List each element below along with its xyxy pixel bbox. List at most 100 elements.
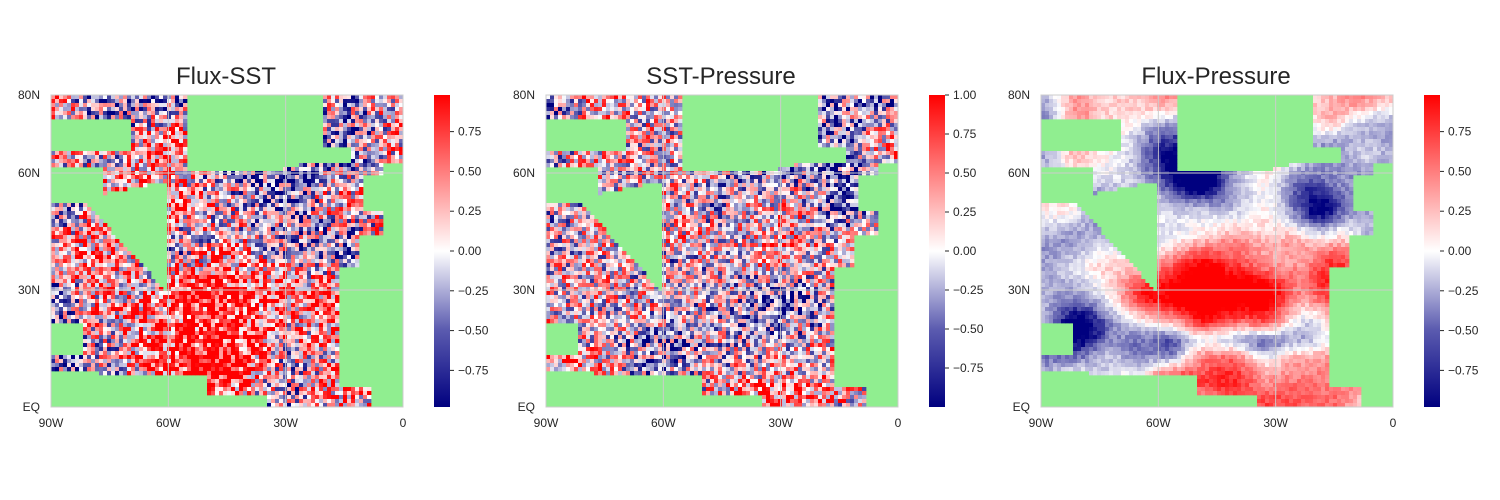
- heatmap-cell: [227, 367, 232, 372]
- heatmap-cell: [319, 243, 324, 248]
- heatmap-cell: [139, 319, 144, 324]
- heatmap-cell: [143, 95, 148, 100]
- heatmap-cell: [87, 307, 92, 312]
- heatmap-cell: [331, 219, 336, 224]
- heatmap-cell: [355, 259, 360, 264]
- heatmap-cell: [299, 391, 304, 396]
- heatmap-cell: [646, 111, 651, 116]
- heatmap-cell: [203, 259, 208, 264]
- heatmap-cell: [111, 319, 116, 324]
- heatmap-cell: [79, 115, 84, 120]
- heatmap-cell: [135, 119, 140, 124]
- heatmap-cell: [247, 291, 252, 296]
- heatmap-cell: [650, 123, 655, 128]
- heatmap-cell: [331, 251, 336, 256]
- heatmap-cell: [127, 279, 132, 284]
- heatmap-cell: [95, 295, 100, 300]
- heatmap-cell: [854, 135, 859, 140]
- heatmap-cell: [295, 263, 300, 268]
- heatmap-cell: [291, 223, 296, 228]
- heatmap-cell: [147, 107, 152, 112]
- heatmap-cell: [275, 231, 280, 236]
- heatmap-cell: [115, 363, 120, 368]
- heatmap-cell: [343, 139, 348, 144]
- heatmap-cell: [295, 299, 300, 304]
- heatmap-cell: [111, 371, 116, 376]
- heatmap-cell: [263, 319, 268, 324]
- heatmap-cell: [63, 315, 68, 320]
- heatmap-cell: [846, 135, 851, 140]
- heatmap-cell: [163, 143, 168, 148]
- heatmap-cell: [199, 235, 204, 240]
- heatmap-cell: [291, 271, 296, 276]
- heatmap-cell: [367, 215, 372, 220]
- heatmap-cell: [395, 95, 400, 100]
- heatmap-cell: [291, 383, 296, 388]
- heatmap-cell: [167, 223, 172, 228]
- heatmap-cell: [606, 99, 611, 104]
- heatmap-cell: [91, 227, 96, 232]
- heatmap-cell: [678, 111, 683, 116]
- heatmap-cell: [183, 347, 188, 352]
- heatmap-cell: [311, 331, 316, 336]
- heatmap-cell: [171, 279, 176, 284]
- heatmap-cell: [119, 335, 124, 340]
- heatmap-cell: [874, 95, 879, 100]
- heatmap-cell: [259, 267, 264, 272]
- heatmap-cell: [203, 291, 208, 296]
- heatmap-cell: [139, 107, 144, 112]
- heatmap-cell: [359, 203, 364, 208]
- heatmap-cell: [359, 191, 364, 196]
- heatmap-cell: [203, 359, 208, 364]
- heatmap-cell: [259, 215, 264, 220]
- heatmap-cell: [275, 395, 280, 400]
- heatmap-cell: [267, 295, 272, 300]
- heatmap-cell: [247, 239, 252, 244]
- heatmap-cell: [315, 267, 320, 272]
- heatmap-cell: [335, 203, 340, 208]
- heatmap-cell: [191, 175, 196, 180]
- heatmap-cell: [243, 199, 248, 204]
- heatmap-cell: [255, 203, 260, 208]
- heatmap-cell: [115, 243, 120, 248]
- heatmap-cell: [199, 263, 204, 268]
- heatmap-cell: [151, 319, 156, 324]
- heatmap-cell: [395, 147, 400, 152]
- heatmap-cell: [163, 319, 168, 324]
- heatmap-cell: [183, 327, 188, 332]
- heatmap-cell: [267, 243, 272, 248]
- heatmap-cell: [343, 219, 348, 224]
- heatmap-cell: [207, 207, 212, 212]
- heatmap-cell: [163, 159, 168, 164]
- heatmap-cell: [319, 235, 324, 240]
- heatmap-cell: [231, 235, 236, 240]
- heatmap-cell: [167, 179, 172, 184]
- heatmap-cell: [87, 359, 92, 364]
- heatmap-cell: [135, 323, 140, 328]
- heatmap-cell: [143, 299, 148, 304]
- heatmap-cell: [207, 335, 212, 340]
- heatmap-cell: [199, 299, 204, 304]
- heatmap-cell: [211, 391, 216, 396]
- heatmap-cell: [271, 303, 276, 308]
- heatmap-cell: [826, 127, 831, 132]
- heatmap-cell: [51, 231, 56, 236]
- heatmap-cell: [71, 215, 76, 220]
- heatmap-cell: [303, 279, 308, 284]
- heatmap-cell: [83, 339, 88, 344]
- heatmap-cell: [331, 95, 336, 100]
- heatmap-cell: [59, 355, 64, 360]
- heatmap-cell: [850, 131, 855, 136]
- heatmap-cell: [191, 227, 196, 232]
- y-tick-label: EQ: [23, 400, 40, 414]
- heatmap-cell: [175, 247, 180, 252]
- heatmap-cell: [55, 363, 60, 368]
- heatmap-cell: [351, 123, 356, 128]
- heatmap-cell: [315, 339, 320, 344]
- heatmap-cell: [391, 95, 396, 100]
- heatmap-cell: [678, 123, 683, 128]
- heatmap-cell: [267, 327, 272, 332]
- heatmap-cell: [295, 255, 300, 260]
- heatmap-cell: [259, 251, 264, 256]
- heatmap-cell: [375, 223, 380, 228]
